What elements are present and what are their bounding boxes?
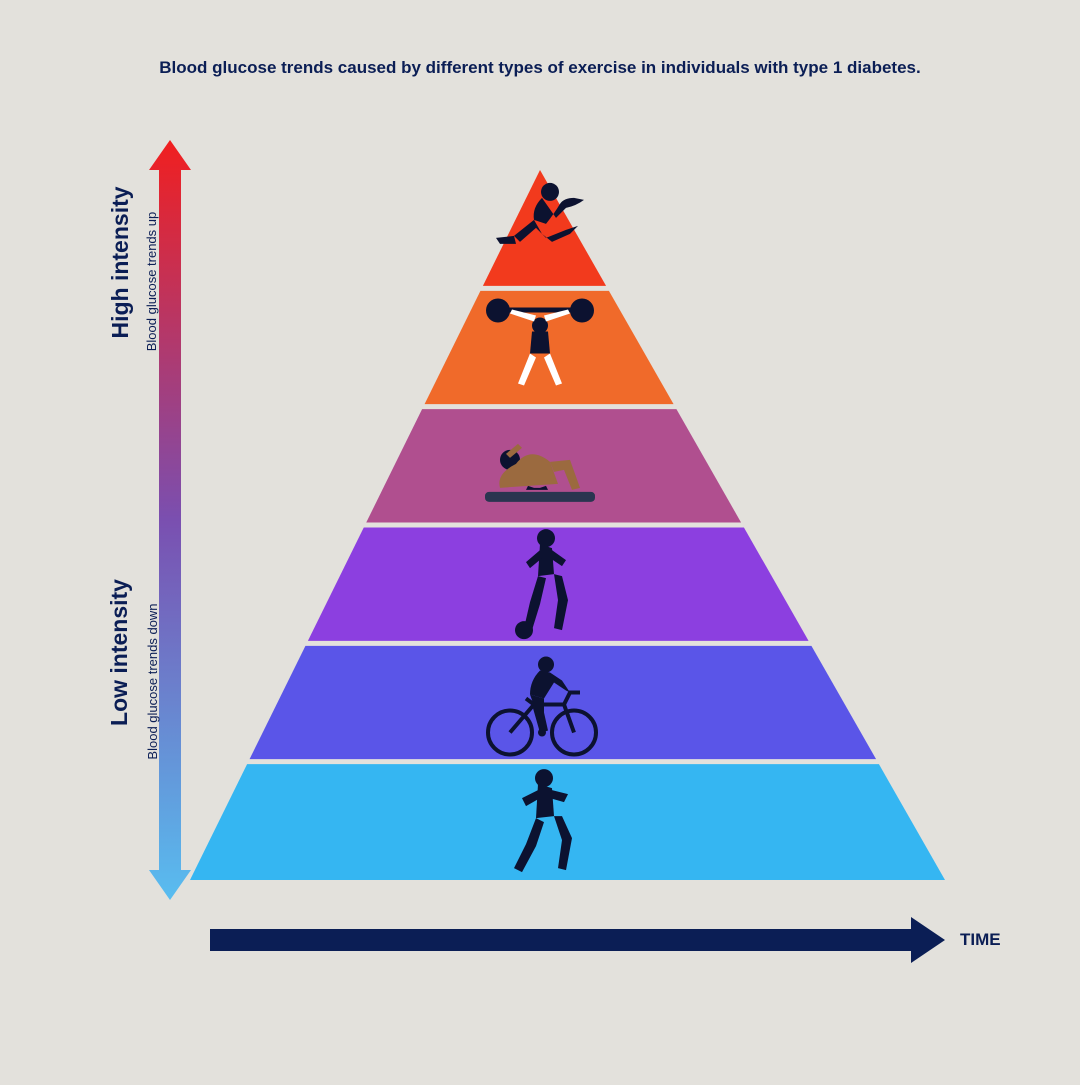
x-axis-label: TIME — [960, 930, 1001, 950]
pyramid-band-jogging — [190, 764, 945, 880]
pyramid — [190, 170, 945, 880]
y-axis-top-sublabel: Blood glucose trends up — [144, 194, 159, 367]
diagram-svg — [0, 0, 1080, 1080]
x-axis-arrow — [210, 917, 945, 963]
diagram-stage: High intensity Low intensity Blood gluco… — [0, 0, 1080, 1080]
y-axis-bottom-sublabel: Blood glucose trends down — [145, 587, 160, 776]
y-axis-bottom-label: Low intensity — [106, 565, 133, 738]
y-axis-top-label: High intensity — [106, 169, 133, 356]
